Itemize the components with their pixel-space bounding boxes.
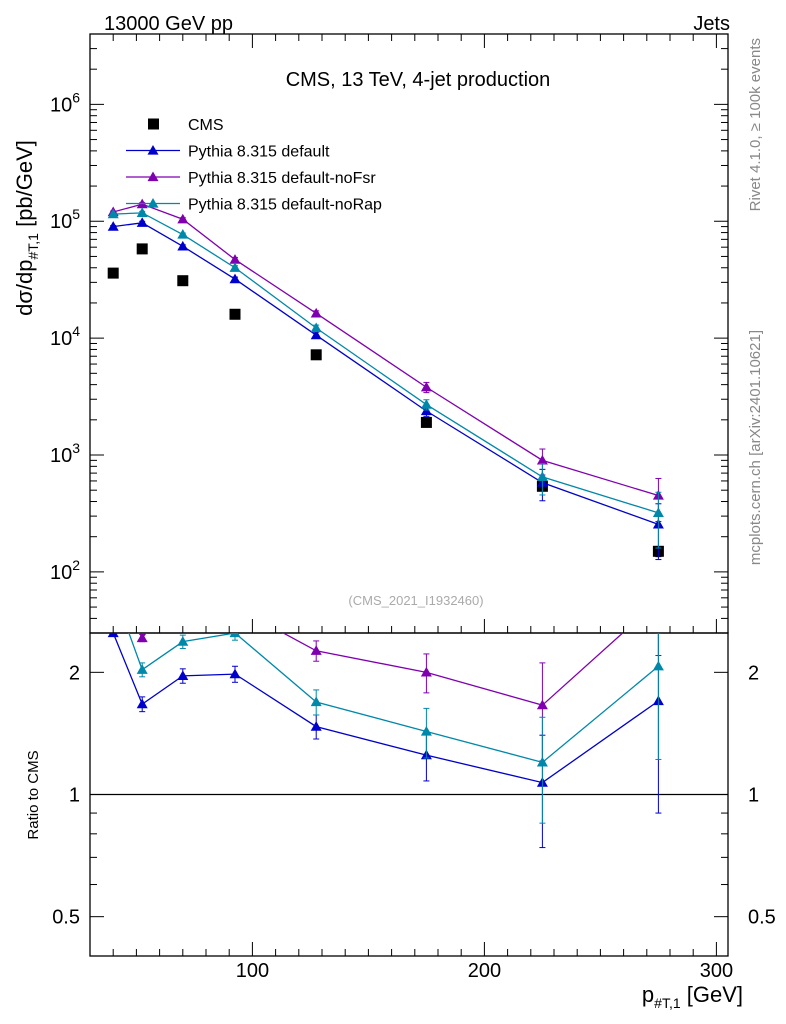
- pythia_nofsr-main-line: [113, 203, 659, 497]
- x-tick-label: 200: [468, 960, 501, 982]
- pythia_default-main-point: [310, 329, 322, 340]
- pythia_norap-ratio-line: [128, 633, 659, 764]
- pythia_default-ratio-point: [177, 670, 189, 681]
- pythia_default-main-point: [136, 217, 148, 227]
- x-axis-ticks: 100 200 300: [112, 34, 733, 982]
- pythia_nofsr-ratio-point: [310, 645, 322, 655]
- legend-label-pythia_norap: Pythia 8.315 default-noRap: [188, 197, 382, 214]
- pythia_default-ratio-point: [107, 633, 119, 638]
- data-main-point: [310, 349, 322, 361]
- pythia_nofsr-main-point: [310, 307, 322, 318]
- ratio-tick-label-right: 0.5: [748, 907, 776, 929]
- y-tick-label: 106: [50, 89, 80, 116]
- pythia_nofsr-ratio-point: [177, 579, 188, 589]
- ratio-tick-label-left: 1: [69, 785, 80, 807]
- y-tick-label: 105: [50, 206, 80, 233]
- pythia_norap-ratio-point: [177, 636, 189, 646]
- main-plot-frame: [89, 33, 729, 634]
- pythia_default-ratio-line: [112, 633, 659, 784]
- legend: CMS Pythia 8.315 default Pythia 8.315 defa…: [126, 117, 382, 214]
- main-series-layer: [107, 198, 664, 561]
- header-beam-label: 13000 GeV pp: [104, 13, 233, 35]
- pythia_norap-main-point: [229, 262, 241, 272]
- analysis-watermark: (CMS_2021_I1932460): [348, 593, 483, 608]
- pythia_norap-main-point: [310, 322, 322, 333]
- pythia_nofsr-ratio-line: [138, 633, 624, 706]
- ratio-series-layer: [107, 579, 664, 849]
- ratio-tick-label-left: 2: [69, 662, 80, 684]
- pythia_nofsr-ratio-point: [230, 601, 241, 611]
- legend-marker-pythia_nofsr: [147, 171, 159, 182]
- pythia_norap-main-point: [536, 471, 548, 481]
- ratio-axis-ticks: 0.5 0.5 1 1 2 2: [52, 662, 776, 928]
- y-tick-label: 103: [50, 440, 80, 467]
- pythia_norap-main-line: [113, 212, 659, 514]
- ratio-y-axis-label: Ratio to CMS: [25, 750, 42, 839]
- pythia_nofsr-ratio-point: [136, 633, 148, 643]
- data-main-point: [229, 308, 241, 320]
- pythia_norap-ratio-point: [536, 756, 548, 767]
- pythia_norap-main-point: [136, 207, 148, 217]
- pythia_nofsr-main-point: [177, 213, 189, 224]
- pythia_default-ratio-point: [136, 698, 148, 709]
- pythia_norap-main-point: [177, 229, 189, 239]
- plot-title: CMS, 13 TeV, 4-jet production: [286, 69, 551, 91]
- pythia_norap-ratio-point: [229, 633, 241, 638]
- ratio-tick-label-right: 1: [748, 785, 759, 807]
- pythia_default-main-point: [229, 273, 241, 284]
- ratio-tick-label-right: 2: [748, 662, 759, 684]
- ratio-tick-label-left: 0.5: [52, 907, 80, 929]
- header-category-label: Jets: [693, 13, 730, 35]
- pythia_default-main-line: [113, 222, 659, 525]
- main-y-axis-ticks: 102 103 104 105 106: [50, 33, 728, 634]
- pythia_default-ratio-point: [310, 721, 322, 731]
- pythia_norap-main-point: [420, 399, 432, 409]
- data-main-point: [136, 243, 148, 255]
- x-tick-label: 100: [236, 960, 269, 982]
- pythia_nofsr-ratio-point: [653, 595, 664, 605]
- pythia_nofsr-ratio-point: [108, 579, 119, 589]
- x-axis-label: p#T,1 [GeV]: [642, 982, 743, 1011]
- x-tick-label: 300: [700, 960, 733, 982]
- pythia_default-main-point: [177, 240, 189, 251]
- pythia_norap-main-point: [652, 507, 664, 517]
- pythia_default-main-point: [107, 221, 119, 231]
- data-main-point: [177, 275, 189, 287]
- legend-marker-data: [148, 118, 159, 130]
- legend-label-pythia_default: Pythia 8.315 default: [188, 144, 330, 161]
- legend-marker-pythia_default: [147, 145, 159, 155]
- pythia_norap-ratio-point: [310, 696, 322, 707]
- legend-label-data: CMS: [188, 117, 224, 134]
- data-main-point: [107, 267, 119, 279]
- pythia_nofsr-main-point: [420, 381, 432, 392]
- pythia_nofsr-ratio-point: [536, 699, 548, 710]
- pythia_default-ratio-point: [229, 668, 241, 679]
- mcplots-label: mcplots.cern.ch [arXiv:2401.10621]: [747, 330, 764, 565]
- pythia_norap-ratio-point: [652, 660, 664, 671]
- pythia_norap-ratio-point: [108, 584, 119, 594]
- rivet-version-label: Rivet 4.1.0, ≥ 100k events: [747, 38, 764, 211]
- pythia_nofsr-main-point: [536, 454, 548, 465]
- y-tick-label: 104: [50, 323, 80, 350]
- data-main-point: [420, 416, 432, 428]
- pythia_norap-main-point: [107, 208, 119, 219]
- y-tick-label: 102: [50, 557, 80, 584]
- pythia_nofsr-main-point: [229, 254, 241, 264]
- pythia_norap-ratio-point: [136, 664, 148, 674]
- pythia_norap-ratio-point: [420, 725, 432, 736]
- main-y-axis-label: dσ/dp#T,1 [pb/GeV]: [12, 140, 41, 316]
- pythia_nofsr-ratio-point: [420, 666, 432, 677]
- legend-label-pythia_nofsr: Pythia 8.315 default-noFsr: [188, 170, 376, 187]
- legend-marker-pythia_norap: [147, 198, 159, 208]
